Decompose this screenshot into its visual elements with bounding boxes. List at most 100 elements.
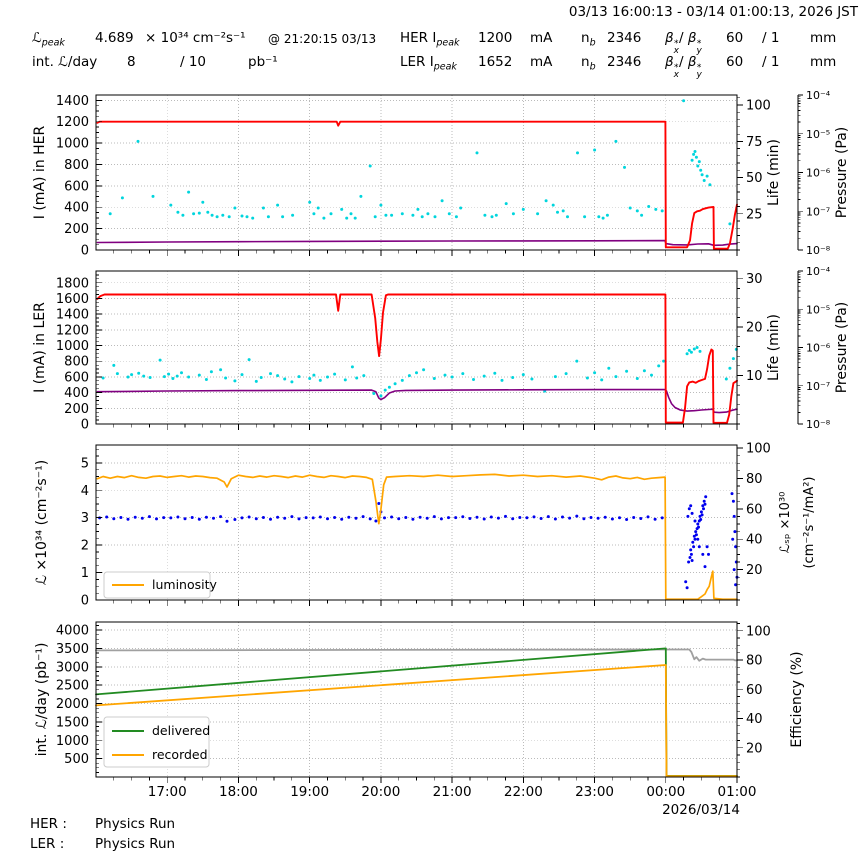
- svg-text:10: 10: [746, 369, 763, 384]
- ler-nb-value: 2346: [607, 54, 642, 70]
- her-current-chart-left-axis-label: I (mA) in HER: [32, 125, 48, 219]
- svg-text:3500: 3500: [56, 642, 89, 657]
- ler-beta-unit: mm: [810, 54, 837, 70]
- svg-text:10⁻⁷: 10⁻⁷: [806, 380, 830, 393]
- svg-text:200: 200: [64, 222, 89, 237]
- ler-run-mode-value: Physics Run: [95, 836, 176, 852]
- svg-text:40: 40: [746, 533, 763, 548]
- svg-text:100: 100: [746, 99, 771, 114]
- ler-beta-label: β * x / β * y: [665, 54, 702, 80]
- svg-text:500: 500: [64, 752, 89, 767]
- svg-text:10⁻⁸: 10⁻⁸: [806, 244, 831, 257]
- svg-text:1400: 1400: [56, 94, 89, 109]
- int-lday-target: / 10: [180, 54, 207, 70]
- svg-text:10⁻⁵: 10⁻⁵: [806, 303, 830, 316]
- her-ipeak-label: HER Ipeak: [400, 30, 460, 49]
- lpeak-value: 4.689: [95, 30, 134, 46]
- luminosity-chart-series-specific-luminosity: [98, 492, 739, 590]
- ler-beta-value: 60: [726, 54, 744, 70]
- her-nb-value: 2346: [607, 30, 642, 46]
- luminosity-chart-right-axis-label-1: (cm⁻²s⁻¹/mA²): [802, 476, 817, 568]
- ler-ipeak-unit: mA: [530, 54, 553, 70]
- her-beta-value2: / 1: [762, 30, 780, 46]
- lpeak-unit: × 10³⁴ cm⁻²s⁻¹: [145, 30, 246, 46]
- her-current-chart-grid: [96, 95, 737, 250]
- svg-text:1: 1: [81, 566, 89, 581]
- svg-text:60: 60: [746, 683, 763, 698]
- svg-text:10⁻⁸: 10⁻⁸: [806, 418, 831, 431]
- svg-text:20:00: 20:00: [361, 784, 400, 800]
- her-current-chart-series-HER-current: [96, 120, 738, 250]
- her-current-chart-series-HER-pressure: [96, 239, 738, 247]
- svg-text:200: 200: [64, 402, 89, 417]
- her-beta-unit: mm: [810, 30, 837, 46]
- ler-current-chart-pressure-axis-label: Pressure (Pa): [834, 302, 850, 394]
- svg-text:1000: 1000: [56, 137, 89, 152]
- ler-beta-value2: / 1: [762, 54, 780, 70]
- her-current-chart-right-axis-label-0: Life (min): [766, 139, 782, 206]
- svg-text:40: 40: [746, 712, 763, 727]
- svg-text:5: 5: [81, 456, 89, 471]
- svg-text:10⁻⁴: 10⁻⁴: [806, 89, 831, 102]
- ler-current-chart-pressure-axis: 10⁻⁴ 10⁻⁵ 10⁻⁶ 10⁻⁷ 10⁻⁸ Pressure (Pa): [797, 265, 850, 431]
- svg-text:0: 0: [81, 418, 89, 433]
- svg-text:21:00: 21:00: [433, 784, 472, 800]
- her-beta-value: 60: [726, 30, 744, 46]
- integrated-luminosity-chart-right-axis-label-0: Efficiency (%): [789, 651, 805, 747]
- svg-text:2000: 2000: [56, 697, 89, 712]
- svg-text:800: 800: [64, 158, 89, 173]
- svg-text:19:00: 19:00: [290, 784, 329, 800]
- lpeak-timestamp: @ 21:20:15 03/13: [268, 32, 377, 46]
- svg-text:400: 400: [64, 386, 89, 401]
- svg-text:20: 20: [746, 321, 763, 336]
- her-ipeak-unit: mA: [530, 30, 553, 46]
- svg-text:1000: 1000: [56, 734, 89, 749]
- luminosity-chart-right-axis-label-0: ℒₛₚ ×10³⁰: [778, 492, 793, 554]
- luminosity-chart-axes: 0 1 2 3 4 5 20 40 60 80 100 ℒ ×10³⁴ (cm⁻²s⁻¹) ℒₛₚ ×1…: [34, 442, 817, 609]
- svg-text:2: 2: [81, 539, 89, 554]
- ler-ipeak-label: LER Ipeak: [400, 54, 457, 73]
- x-axis-date-label: 2026/03/14: [662, 802, 740, 818]
- her-current-chart-frame: [95, 94, 738, 251]
- svg-text:17:00: 17:00: [148, 784, 187, 800]
- svg-text:600: 600: [64, 370, 89, 385]
- svg-text:10⁻⁴: 10⁻⁴: [806, 265, 831, 278]
- svg-text:22:00: 22:00: [504, 784, 543, 800]
- svg-text:10⁻⁶: 10⁻⁶: [806, 342, 831, 355]
- ler-ipeak-value: 1652: [478, 54, 513, 70]
- luminosity-chart-legend: luminosity: [103, 571, 218, 599]
- her-ipeak-value: 1200: [478, 30, 513, 46]
- time-range-title: 03/13 16:00:13 - 03/14 01:00:13, 2026 JS…: [568, 4, 858, 20]
- integrated-luminosity-chart-axes: 500 1000 1500 2000 2500 3000 3500 4000 20 40 60 80 1…: [34, 623, 805, 818]
- ler-nb-label: nb: [581, 54, 596, 73]
- svg-text:4: 4: [81, 484, 89, 499]
- svg-text:20: 20: [746, 741, 763, 756]
- svg-text:800: 800: [64, 355, 89, 370]
- svg-text:0: 0: [81, 594, 89, 609]
- svg-text:10⁻⁵: 10⁻⁵: [806, 128, 830, 141]
- her-current-chart-pressure-axis: 10⁻⁴ 10⁻⁵ 10⁻⁶ 10⁻⁷ 10⁻⁸ Pressure (Pa): [797, 89, 850, 257]
- ler-run-mode-label: LER :: [30, 836, 65, 852]
- svg-text:2500: 2500: [56, 679, 89, 694]
- integrated-luminosity-chart-legend-item-1: recorded: [152, 747, 208, 762]
- int-lday-label: int. ℒ/day: [32, 54, 98, 70]
- svg-text:20: 20: [746, 563, 763, 578]
- ler-current-chart-series-LER-current: [96, 293, 738, 424]
- ler-current-chart-grid: [96, 271, 737, 424]
- ler-current-chart-left-axis-label: I (mA) in LER: [32, 302, 48, 393]
- svg-text:4000: 4000: [56, 624, 89, 639]
- svg-text:1200: 1200: [56, 115, 89, 130]
- svg-text:60: 60: [746, 502, 763, 517]
- int-lday-unit: pb⁻¹: [248, 54, 278, 70]
- ler-current-chart-series-LER-lifetime: [101, 346, 738, 398]
- svg-text:400: 400: [64, 201, 89, 216]
- svg-text:80: 80: [746, 654, 763, 669]
- integrated-luminosity-chart-series-recorded: [95, 664, 738, 777]
- ler-current-chart-right-axis-label-0: Life (min): [766, 314, 782, 381]
- svg-text:80: 80: [746, 472, 763, 487]
- svg-text:18:00: 18:00: [219, 784, 258, 800]
- svg-text:00:00: 00:00: [646, 784, 685, 800]
